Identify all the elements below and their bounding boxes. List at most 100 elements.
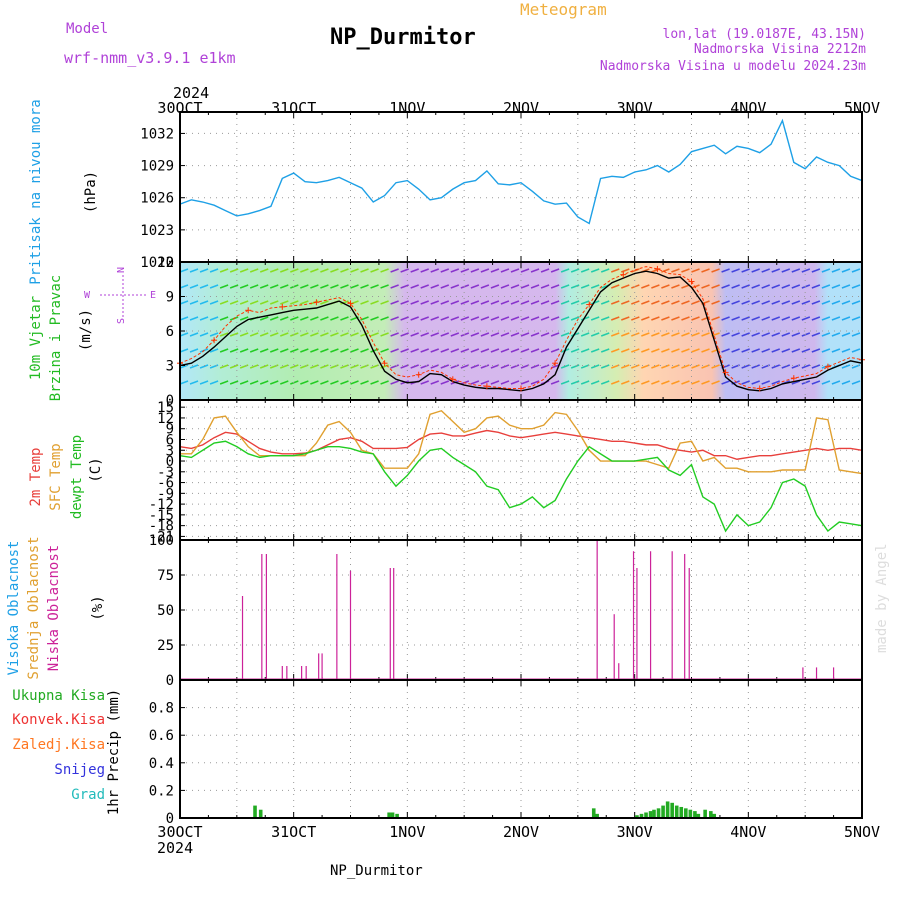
wind-barb <box>350 380 359 385</box>
wind-barb <box>400 364 409 369</box>
series-line-dewpt-temp <box>179 440 863 533</box>
wind-barb <box>290 332 299 337</box>
wind-barb <box>249 380 259 385</box>
wind-barb <box>360 348 369 353</box>
precip-bar <box>635 815 639 818</box>
wind-barb <box>189 316 199 321</box>
y-label-cloud-unit: (%) <box>90 595 106 620</box>
wind-barb <box>641 348 650 353</box>
x-tick-label-bottom: 4NOV <box>730 823 766 841</box>
wind-barb <box>631 316 640 321</box>
wind-barb <box>199 332 209 337</box>
wind-barb <box>611 284 620 289</box>
wind-barb <box>259 332 269 337</box>
wind-barb <box>420 332 429 337</box>
y-tick-label: 0 <box>166 393 174 409</box>
wind-barb <box>410 300 419 305</box>
wind-barb <box>611 380 620 385</box>
x-tick-label-bottom: 1NOV <box>389 823 425 841</box>
wind-barb <box>229 380 239 385</box>
wind-barb <box>440 348 450 353</box>
wind-barb <box>290 268 299 273</box>
wind-barb <box>480 316 490 321</box>
wind-barb <box>400 268 409 273</box>
wind-barb <box>490 268 500 273</box>
wind-barb <box>731 332 740 337</box>
wind-barb <box>671 348 680 353</box>
wind-barb <box>831 316 841 321</box>
wind-barb <box>410 284 419 289</box>
wind-barb <box>360 300 369 305</box>
wind-barb <box>721 316 730 321</box>
wind-barb <box>811 268 821 273</box>
wind-barb <box>219 364 229 369</box>
compass-n: N <box>116 267 127 273</box>
wind-barb <box>440 364 450 369</box>
wind-barb <box>259 300 269 305</box>
wind-barb <box>661 348 670 353</box>
wind-barb <box>340 332 349 337</box>
wind-barb <box>570 268 580 273</box>
wind-barb <box>721 268 730 273</box>
x-year-top: 2024 <box>173 84 209 102</box>
wind-barb <box>721 348 730 353</box>
wind-barb <box>520 300 530 305</box>
wind-barb <box>590 284 600 289</box>
wind-barb <box>801 364 811 369</box>
y-tick-label: 3 <box>166 443 174 459</box>
x-tick-label-bottom: 30OCT <box>157 823 202 841</box>
series-line-pressure <box>179 118 863 225</box>
wind-barb <box>300 380 309 385</box>
wind-barb <box>390 380 399 385</box>
wind-barb <box>400 284 409 289</box>
wind-barb <box>530 284 540 289</box>
y-tick-label: -15 <box>149 508 174 524</box>
wind-barb <box>179 300 189 305</box>
wind-barb <box>320 284 329 289</box>
wind-barb <box>691 268 700 273</box>
wind-barb <box>209 380 219 385</box>
wind-barb <box>590 364 600 369</box>
wind-barb <box>560 332 570 337</box>
precip-bar <box>387 812 391 818</box>
wind-barb <box>179 380 189 385</box>
wind-barb <box>239 316 249 321</box>
wind-barb <box>811 316 821 321</box>
wind-barb <box>219 380 229 385</box>
wind-barb <box>570 284 580 289</box>
wind-barb <box>711 316 720 321</box>
wind-barb <box>600 268 610 273</box>
y-tick-label: 0.6 <box>149 728 174 744</box>
wind-barb <box>370 364 379 369</box>
wind-barb <box>460 300 470 305</box>
wind-barb <box>320 380 329 385</box>
wind-barb <box>781 348 791 353</box>
wind-barb <box>701 284 710 289</box>
wind-barb <box>611 316 620 321</box>
wind-barb <box>370 380 379 385</box>
wind-barb <box>691 364 700 369</box>
wind-barb <box>661 364 670 369</box>
wind-barb <box>470 300 480 305</box>
wind-barb <box>320 332 329 337</box>
wind-barb <box>621 348 630 353</box>
wind-barb <box>320 348 329 353</box>
wind-barb <box>300 332 309 337</box>
y-label-temp-dewpt: dewpt Temp <box>69 435 85 519</box>
wind-barb <box>540 316 550 321</box>
wind-barb <box>741 284 750 289</box>
wind-barb <box>470 348 480 353</box>
wind-barb <box>751 284 760 289</box>
legend-item-snijeg: Snijeg <box>54 762 105 778</box>
wind-barb <box>621 268 630 273</box>
wind-barb <box>320 364 329 369</box>
wind-barb <box>841 300 851 305</box>
precip-panel: 0 0.2 0.4 0.6 0.8 <box>149 679 863 827</box>
wind-barb <box>410 316 419 321</box>
wind-barb <box>450 268 460 273</box>
wind-barb <box>229 268 239 273</box>
y-tick-label: 9 <box>166 422 174 438</box>
wind-barb <box>590 380 600 385</box>
wind-barb <box>480 380 490 385</box>
